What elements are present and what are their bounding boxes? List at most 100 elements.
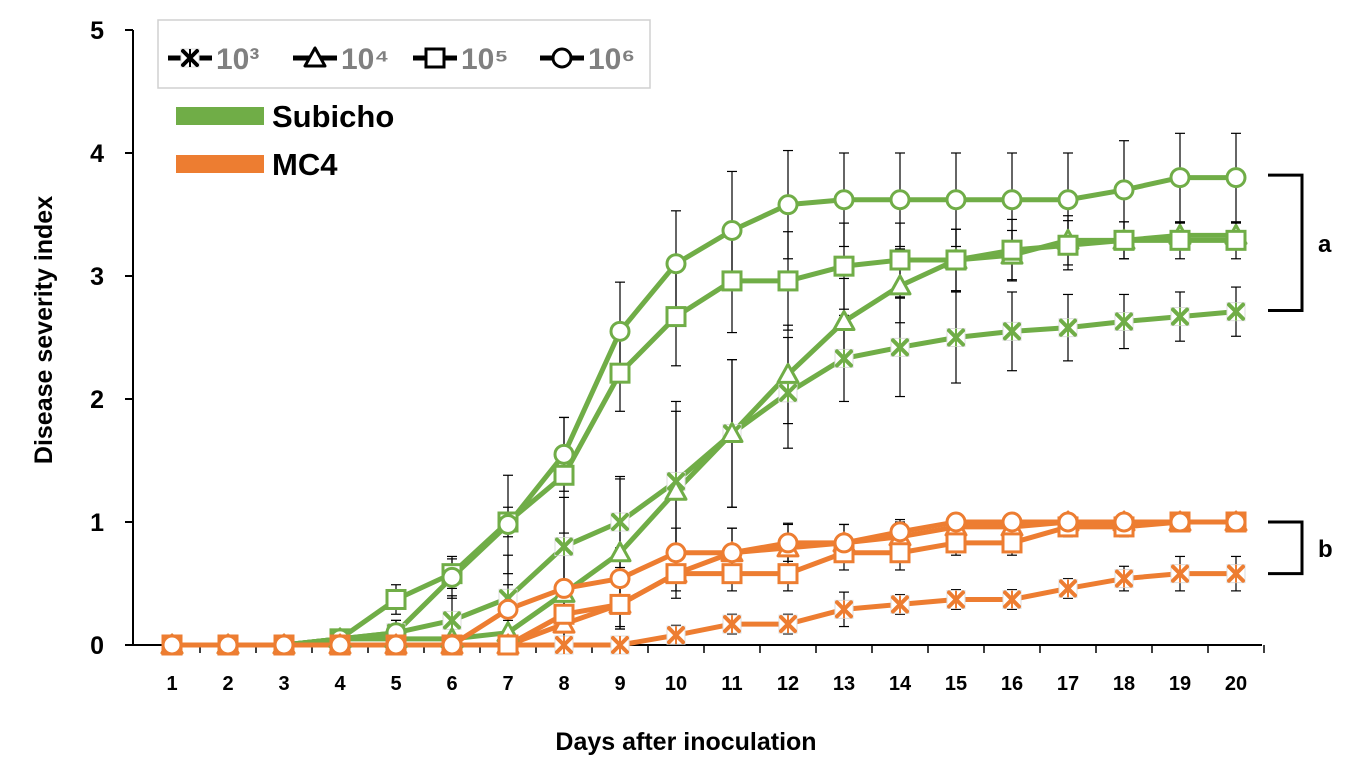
series-markers [160,167,1248,656]
data-point-mc4-x [946,589,966,609]
y-tick-label: 2 [90,386,104,414]
x-tick-label: 18 [1113,673,1135,695]
color-legend-label: MC4 [272,147,338,182]
y-tick-label: 5 [90,17,104,45]
data-point-subicho-x [554,537,574,557]
data-point-subicho-x [946,328,966,347]
data-point-mc4-circle [329,634,351,656]
data-point-mc4-circle [217,634,239,656]
data-point-subicho-circle [497,513,519,535]
data-point-mc4-x [1170,564,1190,584]
data-point-subicho-x [442,610,462,630]
data-point-mc4-circle [553,577,575,599]
data-point-mc4-circle [945,511,967,533]
data-point-subicho-square [1225,229,1247,251]
x-tick-label: 3 [278,673,289,695]
data-point-subicho-circle [1169,167,1191,189]
data-point-subicho-square [777,270,799,292]
x-tick-label: 12 [777,673,799,695]
x-tick-label: 2 [222,673,233,695]
bracket-label-a: a [1318,231,1332,258]
data-point-subicho-square [385,588,407,610]
data-point-mc4-x [722,614,742,634]
data-point-subicho-x [1114,312,1134,332]
color-legend-label: Subicho [272,99,394,134]
data-point-subicho-circle [441,566,463,588]
legend-marker-square-icon [424,47,446,69]
data-point-subicho-square [609,362,631,384]
data-point-mc4-circle [497,598,519,620]
legend-marker-x-icon [180,48,200,68]
data-point-subicho-circle [889,189,911,211]
data-point-subicho-triangle [608,541,632,563]
data-point-mc4-circle [609,568,631,590]
x-tick-label: 1 [166,673,177,695]
legend-marker-circle-icon [551,47,573,69]
data-point-subicho-triangle [664,479,688,501]
data-point-subicho-x [834,348,854,368]
bracket-label-b: b [1318,536,1333,563]
y-tick-label: 3 [90,263,104,291]
data-point-subicho-circle [833,189,855,211]
data-point-subicho-square [553,464,575,486]
x-tick-label: 6 [446,673,457,695]
x-tick-label: 13 [833,673,855,695]
data-point-mc4-x [666,625,686,645]
data-point-mc4-x [1226,564,1246,584]
data-point-subicho-x [778,383,798,403]
data-point-mc4-x [1114,569,1134,589]
data-point-mc4-square [1001,532,1023,554]
data-point-mc4-circle [1001,511,1023,533]
data-point-subicho-square [1113,229,1135,251]
x-tick-label: 9 [614,673,625,695]
data-point-subicho-square [1001,239,1023,261]
data-point-subicho-x [1002,321,1022,341]
data-point-mc4-circle [1057,511,1079,533]
color-legend-item-subicho: Subicho [176,99,394,134]
color-legend-swatch [176,155,264,173]
x-tick-label: 10 [665,673,687,695]
data-point-subicho-triangle [888,274,912,296]
data-point-mc4-x [1058,578,1078,598]
data-point-subicho-square [1169,229,1191,251]
x-axis-title: Days after inoculation [555,728,816,756]
data-point-subicho-square [889,249,911,271]
data-point-subicho-triangle [832,310,856,332]
data-point-mc4-square [665,563,687,585]
x-tick-label: 7 [502,673,513,695]
data-point-subicho-circle [1057,189,1079,211]
bracket-b: b [1268,520,1333,576]
color-legend-swatch [176,107,264,125]
data-point-mc4-circle [1113,511,1135,533]
data-point-mc4-circle [385,634,407,656]
data-point-mc4-circle [777,532,799,554]
x-tick-label: 8 [558,673,569,695]
marker-legend-item-triangle: 10⁴ [293,43,389,76]
color-legend: Subicho MC4 [176,99,394,182]
data-point-subicho-square [945,249,967,271]
data-point-mc4-circle [441,634,463,656]
data-point-subicho-x [610,512,630,532]
data-point-mc4-square [553,603,575,625]
data-point-subicho-circle [1225,167,1247,189]
color-legend-item-mc4: MC4 [176,147,338,182]
data-point-mc4-square [945,532,967,554]
marker-legend-label: 10³ [216,43,259,76]
x-tick-label: 19 [1169,673,1191,695]
y-tick-label: 0 [90,632,104,660]
x-tick-label: 15 [945,673,967,695]
data-point-mc4-square [889,542,911,564]
data-point-subicho-circle [777,194,799,216]
y-tick-label: 4 [90,140,104,168]
data-point-subicho-circle [553,443,575,465]
data-point-subicho-square [1057,234,1079,256]
data-point-mc4-x [554,635,574,655]
data-point-mc4-x [890,594,910,614]
data-point-subicho-circle [609,320,631,342]
data-point-mc4-circle [1169,511,1191,533]
data-point-mc4-x [1002,589,1022,609]
y-axis-title: Disease severity index [30,196,58,464]
marker-legend-label: 10⁵ [461,43,508,76]
